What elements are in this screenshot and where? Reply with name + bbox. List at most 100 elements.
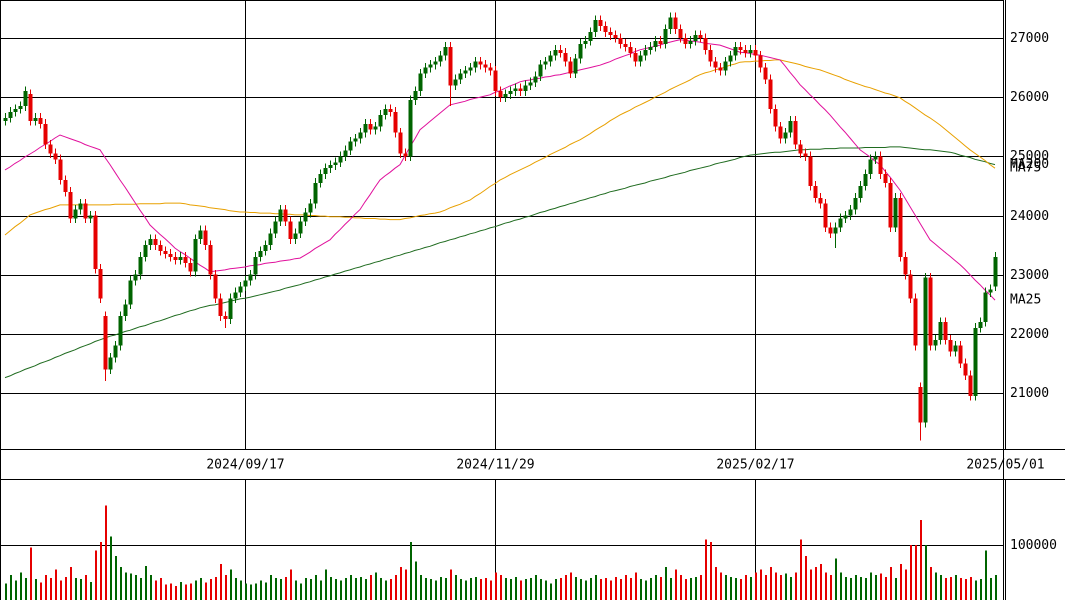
volume-bar [845, 576, 847, 600]
candle-body [778, 126, 783, 139]
candle-body [413, 91, 418, 101]
candle-body [898, 197, 903, 257]
volume-bar [815, 566, 817, 600]
candle-body [373, 126, 378, 130]
legend-label: MA75 [1010, 161, 1041, 176]
candle-body [718, 67, 723, 71]
candle-body [238, 286, 243, 293]
volume-bar [970, 576, 972, 600]
candle-body [543, 61, 548, 65]
candle-body [978, 322, 983, 328]
volume-bar [575, 576, 577, 600]
volume-bar [545, 580, 547, 600]
candle-body [988, 289, 993, 293]
volume-bar [270, 575, 272, 600]
candle-body [378, 114, 383, 127]
candle-body [858, 185, 863, 198]
volume-bar [960, 577, 962, 600]
candle-body [768, 79, 773, 109]
volume-bar [220, 564, 222, 600]
volume-bar [495, 572, 497, 600]
candle-body [88, 215, 93, 219]
y-tick-label: 100000 [1010, 538, 1057, 553]
legend-label: MA25 [1010, 293, 1041, 308]
marks [3, 12, 998, 600]
candle-body [608, 32, 613, 36]
candle-body [173, 256, 178, 260]
volume-bar [740, 579, 742, 600]
ma-line [4, 146, 996, 379]
volume-bar [990, 577, 992, 600]
volume-bar [295, 580, 297, 600]
volume-bar [660, 576, 662, 600]
volume-bar [190, 583, 192, 600]
volume-bar [505, 577, 507, 600]
candle-body [293, 233, 298, 240]
volume-bar [915, 544, 917, 600]
candle-body [773, 108, 778, 127]
candle-body [108, 357, 113, 370]
volume-bar [360, 576, 362, 600]
candle-body [283, 209, 288, 222]
volume-bar [200, 577, 202, 600]
candle-body [968, 375, 973, 396]
candle-body [158, 245, 163, 252]
candle-body [518, 88, 523, 92]
candle-body [223, 316, 228, 320]
volume-bar [355, 577, 357, 600]
volume-bar [820, 564, 822, 600]
volume-bar [210, 579, 212, 600]
volume-bar [605, 577, 607, 600]
volume-bar [835, 558, 837, 600]
volume-bar [440, 576, 442, 600]
volume-bar [260, 580, 262, 600]
candle-body [418, 73, 423, 92]
y-tick-label: 25000 [1010, 149, 1049, 164]
volume-bar [565, 575, 567, 600]
candle-body [733, 46, 738, 56]
candle-body [193, 239, 198, 272]
volume-bar [490, 580, 492, 600]
candle-body [258, 251, 263, 257]
volume-bar [790, 576, 792, 600]
candle-body [753, 49, 758, 56]
volume-bar [910, 544, 912, 600]
candle-body [18, 106, 23, 109]
candle-body [593, 20, 598, 33]
candle-body [188, 262, 193, 272]
candle-body [8, 111, 13, 118]
volume-bar [595, 575, 597, 600]
candle-body [653, 40, 658, 47]
volume-bar [695, 576, 697, 600]
candle-body [483, 64, 488, 68]
volume-bar [150, 575, 152, 600]
volume-bar [165, 584, 167, 600]
candle-body [408, 100, 413, 157]
volume-bar [570, 572, 572, 600]
candle-body [458, 73, 463, 80]
volume-bar [860, 576, 862, 600]
candle-body [758, 55, 763, 68]
candle-body [493, 70, 498, 92]
volume-bar [110, 536, 112, 600]
candle-body [578, 43, 583, 59]
candle-body [603, 26, 608, 33]
volume-bar [465, 580, 467, 600]
volume-bar [655, 575, 657, 600]
candle-body [568, 61, 573, 74]
volume-bar [255, 583, 257, 600]
candle-body [798, 144, 803, 154]
candle-body [583, 40, 588, 44]
volume-bar [235, 577, 237, 600]
volume-bar [155, 580, 157, 600]
volume-bar [640, 579, 642, 600]
candle-body [673, 17, 678, 30]
candle-body [233, 292, 238, 299]
volume-bar [795, 572, 797, 600]
candle-body [683, 37, 688, 44]
candle-body [313, 182, 318, 204]
candle-body [848, 209, 853, 216]
volume-bar [770, 566, 772, 600]
volume-bar [160, 577, 162, 600]
candle-body [298, 221, 303, 234]
